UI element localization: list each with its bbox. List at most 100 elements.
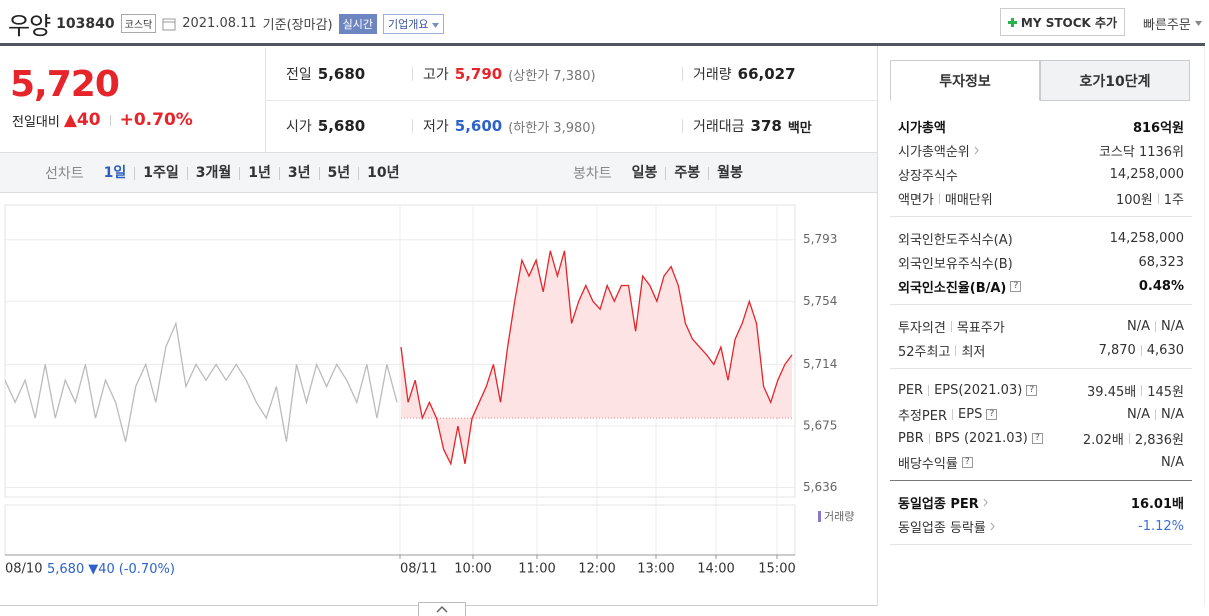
chart-tab-bar [0,152,877,193]
value-text: 4,630 [1146,342,1184,358]
quote-cell: 거래량 66,027 [682,65,796,83]
chart-tab[interactable]: 3년 [278,166,319,180]
link-arrow-shape [983,498,988,506]
quote-cell: 시가 5,680 [276,113,365,139]
info-value: 7,870 4,630 [1099,343,1184,358]
info-row: 외국인한도주식수(A) 14,258,000 [898,226,1184,250]
stock-code: 103840 [56,15,115,32]
label-text: 시가총액 [898,120,946,136]
x-tick-label: 15:00 [758,562,795,577]
chart-tab[interactable]: 1년 [239,166,279,180]
mystock-button[interactable]: MY STOCK 추가 [1000,8,1125,36]
y-tick-label: 5,675 [803,418,837,432]
quote-cell: 전일 5,680 [276,61,365,87]
help-icon[interactable]: ? [986,408,998,420]
divider [1141,384,1143,396]
chart-tab[interactable]: 일봉 [631,164,658,181]
info-label: PBR BPS (2021.03)? [898,431,1043,446]
label-text: 시가총액순위 [898,144,970,160]
divider [877,46,878,606]
chart-tab[interactable]: 주봉 [665,166,708,180]
collapse-button[interactable] [418,602,466,616]
y-tick-label: 5,754 [803,294,837,308]
y-tick-label: 5,636 [803,480,837,494]
label-text: 외국인소진율(B/A) [898,280,1007,296]
quote-value: 5,680 [317,117,366,135]
y-tick-label: 5,793 [803,232,837,246]
info-label: 액면가 매매단위 [898,189,993,208]
change: ▲40 [63,110,101,130]
current-price: 5,720 [10,64,120,105]
info-tab[interactable]: 호가10단계 [1040,60,1190,101]
x-tick-label: 10:00 [454,562,491,577]
value-text: 39.45배 [1087,384,1137,400]
info-label: 투자의견 목표주가 [898,317,1005,336]
help-icon[interactable]: ? [961,456,973,468]
quote-note: (하한가 3,980) [508,120,596,136]
info-row: 상장주식수 14,258,000 [898,162,1184,186]
price-line [4,321,398,442]
label-text: EPS(2021.03) [934,382,1023,398]
help-icon[interactable]: ? [1031,432,1043,444]
link-arrow-shape [974,146,979,154]
info-value: N/A [1161,455,1184,470]
info-value: 16.01배 [1131,493,1184,512]
chart-tab[interactable]: 5년 [318,166,359,180]
company-button[interactable]: 기업개요 [383,13,444,34]
chart-tab[interactable]: 10년 [358,166,407,180]
x-tick-label: 12:00 [578,562,615,577]
chart-tab[interactable]: 3개월 [186,166,240,180]
mystock-text: MY STOCK 추가 [1020,15,1118,30]
info-label: 시가총액 [898,117,946,136]
info-tab[interactable]: 투자정보 [890,60,1040,101]
quote-value: 5,600 [454,117,503,135]
quote-label: 거래대금 [693,119,745,135]
quote-note: (상한가 7,380) [508,68,596,84]
link-arrow [974,146,979,154]
help-icon[interactable]: ? [1026,384,1038,396]
info-value: 816억원 [1133,117,1184,136]
info-value: 0.48% [1139,279,1184,294]
info-label: 배당수익률? [898,453,973,472]
help-icon[interactable]: ? [1010,280,1022,292]
chart-tab[interactable]: 1주일 [134,166,187,180]
value-text: 0.48% [1138,278,1184,294]
label-text: 외국인보유주식수(B) [898,256,1013,272]
value-text: 7,870 [1098,342,1136,358]
quote-label: 저가 [423,119,449,135]
info-row: 추정PER EPS? N/A N/A [898,402,1184,426]
info-label: PER EPS(2021.03)? [898,382,1038,398]
basis: 기준(장마감) [262,18,333,33]
divider [928,432,930,444]
value-text: -1.12% [1138,518,1184,534]
change-pct: +0.70% [119,110,193,130]
value-text: 100원 [1115,192,1153,208]
link-arrow [990,522,995,530]
market-badge: 코스닥 [120,14,157,33]
value-text: N/A [1161,318,1184,334]
info-label: 외국인한도주식수(A) [898,229,1013,248]
label-text: 목표주가 [956,320,1005,336]
info-label: 동일업종 PER [898,493,990,512]
section-divider [890,480,1192,481]
chart-tab[interactable]: 1일 [103,164,127,181]
info-label: 동일업종 등락률 [898,517,997,536]
label-text: 52주최고 [898,344,951,360]
date: 2021.08.11 [182,16,257,31]
realtime-button[interactable]: 실시간 [338,13,377,34]
divider [928,384,930,396]
label-text: 최저 [961,344,986,360]
section-divider [890,304,1192,305]
quote-cell: 고가 5,790 (상한가 7,380) [412,65,596,84]
label-text: BPS (2021.03) [934,430,1028,446]
quick-order[interactable]: 빠른주문 [1143,14,1202,33]
label-text: 액면가 [898,192,934,208]
info-row: 외국인보유주식수(B) 68,323 [898,250,1184,274]
info-value: 68,323 [1139,255,1185,270]
calendar-icon [162,18,176,30]
value-text: 14,258,000 [1109,230,1184,246]
chart-tab[interactable]: 월봉 [708,166,751,180]
info-row: 시가총액순위 코스닥 1136위 [898,138,1184,162]
divider [938,192,940,204]
value-text: 14,258,000 [1109,166,1184,182]
